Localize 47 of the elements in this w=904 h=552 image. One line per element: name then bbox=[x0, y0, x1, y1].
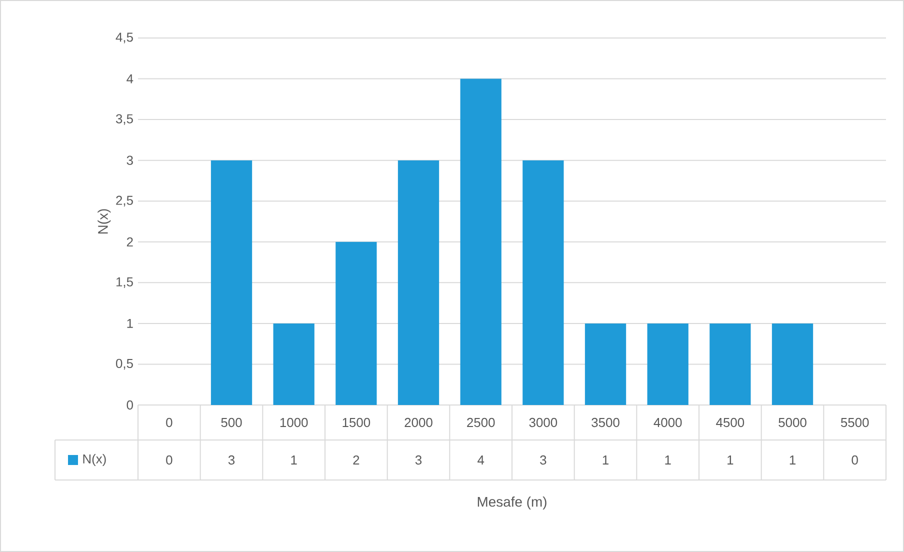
x-tick-label: 4000 bbox=[654, 418, 682, 428]
x-tick-label: 5500 bbox=[840, 418, 869, 428]
x-tick-label: 1000 bbox=[280, 418, 308, 428]
x-tick-label: 2000 bbox=[404, 418, 432, 428]
bar bbox=[398, 160, 440, 405]
bar bbox=[772, 323, 814, 405]
y-tick-label: 2 bbox=[126, 237, 133, 246]
x-tick-label: 500 bbox=[221, 418, 242, 428]
bar bbox=[647, 323, 688, 405]
y-tick-label: 2,5 bbox=[116, 196, 133, 206]
y-tick-label: 3 bbox=[126, 156, 133, 165]
y-tick-label: 4,5 bbox=[116, 32, 133, 44]
bar bbox=[584, 323, 626, 405]
x-tick-label: 2500 bbox=[467, 418, 495, 428]
legend-label: N(x) bbox=[83, 454, 106, 466]
x-tick-label: 1500 bbox=[342, 418, 370, 428]
bar bbox=[710, 323, 751, 405]
data-label: 1 bbox=[665, 456, 671, 464]
y-tick-label: 1 bbox=[127, 318, 133, 328]
bar bbox=[210, 160, 252, 405]
x-tick-label: 3000 bbox=[529, 418, 558, 428]
bar bbox=[336, 242, 377, 405]
y-tick-label: 1,5 bbox=[116, 277, 133, 288]
data-label: 0 bbox=[852, 455, 858, 465]
data-label: 3 bbox=[228, 455, 235, 465]
bar bbox=[273, 323, 314, 405]
x-axis-title: Mesafe (m) bbox=[478, 496, 546, 510]
x-tick-label: 5000 bbox=[778, 418, 806, 428]
data-label: 1 bbox=[728, 456, 734, 464]
data-label: 3 bbox=[415, 455, 422, 465]
data-label: 3 bbox=[540, 455, 546, 465]
bar bbox=[522, 160, 564, 405]
data-label: 1 bbox=[790, 456, 796, 464]
data-label: 1 bbox=[291, 456, 297, 464]
y-tick-label: 0,5 bbox=[116, 358, 133, 370]
y-tick-label: 3,5 bbox=[116, 114, 133, 125]
x-tick-label: 4500 bbox=[716, 418, 744, 428]
y-axis-title: N(x) bbox=[98, 209, 111, 234]
data-label: 4 bbox=[478, 456, 484, 464]
data-label: 2 bbox=[353, 455, 360, 465]
data-label: 0 bbox=[166, 455, 172, 465]
data-label: 1 bbox=[602, 456, 608, 464]
x-tick-label: 0 bbox=[166, 418, 172, 428]
y-tick-label: 4 bbox=[126, 74, 134, 84]
bar bbox=[460, 78, 502, 405]
x-tick-label: 3500 bbox=[592, 418, 620, 428]
y-tick-label: 0 bbox=[126, 400, 133, 410]
